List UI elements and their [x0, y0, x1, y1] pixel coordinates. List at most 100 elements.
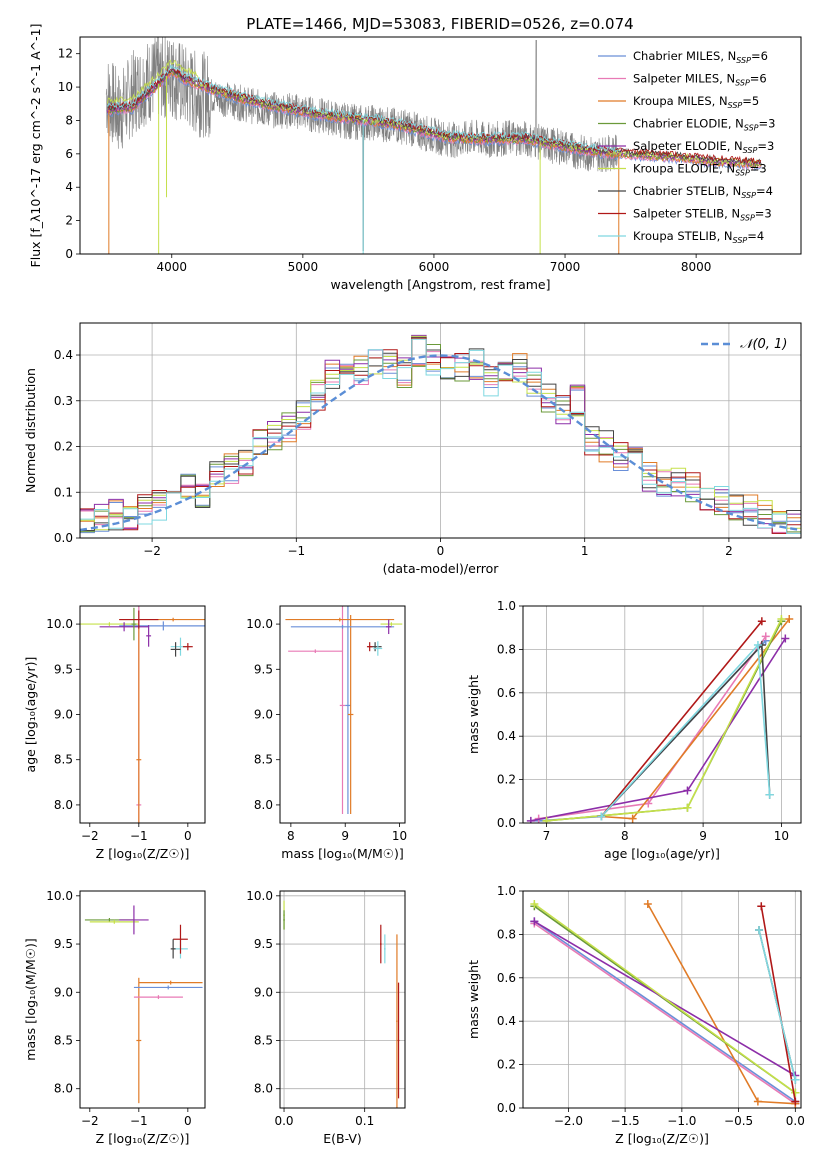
y-tick-label: 0.2: [497, 1058, 516, 1072]
error-cross: [290, 624, 395, 629]
series-marker: [526, 816, 535, 823]
legend-label-subscript: SSP: [741, 191, 756, 200]
y-tick-label: 9.0: [54, 985, 73, 999]
error-cross: [283, 910, 285, 930]
plot-area: [530, 900, 800, 1108]
series-line-1: [533, 922, 796, 1105]
error-cross: [133, 985, 203, 990]
series-marker: [791, 1075, 800, 1084]
series-marker: [757, 902, 766, 911]
legend-label-value: =5: [742, 94, 759, 108]
y-tick-label: 9.5: [54, 937, 73, 951]
x-axis-label: E(B-V): [323, 1131, 362, 1146]
y-axis-label: Flux [f_λ10^-17 erg cm^-2 s^-1 A^-1]: [28, 24, 43, 268]
x-tick-label: 0: [184, 829, 192, 843]
error-cross: [288, 649, 343, 654]
error-cross: [173, 924, 188, 954]
x-tick-label: −2: [81, 829, 99, 843]
y-tick-label: 1.0: [497, 599, 516, 613]
y-tick-label: 2: [65, 214, 73, 228]
series-marker: [530, 917, 539, 926]
legend-label-text: Kroupa STELIB, N: [633, 229, 733, 243]
x-tick-label: −1.0: [667, 1114, 696, 1128]
series-marker: [753, 1097, 762, 1106]
series-line-4: [530, 638, 786, 822]
panel-mass-vs-EBV: 0.0 0.1 8.0 8.5 9.0 9.5 10.0 E(B-V): [246, 889, 406, 1146]
error-cross: [397, 982, 400, 1099]
y-tick-label: 8.0: [254, 1082, 273, 1096]
series-marker: [781, 634, 790, 643]
plot-area: [80, 334, 801, 534]
x-tick-label: −2.0: [554, 1114, 583, 1128]
legend-label-text: Salpeter STELIB, N: [633, 207, 740, 221]
y-tick-label: 4: [65, 180, 73, 194]
x-tick-label: 7000: [550, 260, 581, 274]
error-cross: [384, 934, 386, 964]
panel-age-vs-Z: −2 −1 0 8.0 8.5 9.0 9.5 10.0 Z [log₁₀(Z/Z☉)] age …: [23, 605, 206, 861]
y-tick-label: 8.0: [54, 798, 73, 812]
legend-label: Chabrier STELIB, NSSP=4: [633, 184, 773, 200]
series-marker: [791, 1097, 800, 1106]
series-marker: [761, 632, 770, 641]
y-tick-label: 0: [65, 247, 73, 261]
error-cross: [339, 606, 346, 814]
error-cross: [396, 934, 398, 1108]
series-line-3: [546, 620, 783, 822]
y-tick-label: 0.4: [497, 729, 516, 743]
y-tick-label: 0.8: [497, 642, 516, 656]
x-tick-label: −2: [81, 1114, 99, 1128]
y-tick-label: 8: [65, 113, 73, 127]
plot-area: [283, 900, 400, 1108]
legend-label-value: =4: [756, 184, 773, 198]
legend-label-subscript: SSP: [743, 146, 758, 155]
plot-area: [285, 606, 403, 814]
y-tick-label: 8.5: [254, 1033, 273, 1047]
error-cross: [385, 619, 392, 635]
x-tick-label: 8000: [681, 260, 712, 274]
plot-area: [80, 606, 205, 823]
legend-label-subscript: SSP: [733, 236, 748, 245]
legend-label-value: =3: [759, 117, 776, 131]
x-tick-label: 8: [287, 829, 295, 843]
error-cross: [89, 919, 139, 924]
legend-label-text: Salpeter ELODIE, N: [633, 139, 743, 153]
legend-label: Chabrier MILES, NSSP=6: [633, 49, 768, 65]
legend-label-subscript: SSP: [735, 169, 750, 178]
x-tick-label: −0.5: [724, 1114, 753, 1128]
x-axis-label: age [log₁₀(age/yr)]: [604, 846, 720, 861]
x-tick-label: 9: [699, 829, 707, 843]
y-tick-label: 0.0: [497, 816, 516, 830]
y-tick-label: 0.4: [497, 1014, 516, 1028]
series-marker: [785, 615, 794, 624]
panel-mass-vs-Z: −2 −1 0 8.0 8.5 9.0 9.5 10.0 Z [log₁₀(Z/Z☉)] mass…: [23, 889, 206, 1146]
x-tick-label: −2: [143, 544, 161, 558]
legend-label-value: =4: [747, 229, 764, 243]
axes-frame: [79, 322, 802, 539]
x-tick-label: 1: [581, 544, 589, 558]
series-marker: [597, 812, 606, 821]
y-tick-label: 8.0: [254, 798, 273, 812]
x-tick-label: 0.1: [355, 1114, 374, 1128]
x-tick-label: −1: [130, 1114, 148, 1128]
y-tick-label: 10.0: [46, 889, 73, 903]
panel-age-vs-mass: 8 9 10 8.0 8.5 9.0 9.5 10.0 mass [log₁₀(M/M☉)]: [246, 605, 407, 861]
error-cross: [380, 622, 403, 626]
y-tick-label: 0.8: [497, 927, 516, 941]
axes-frame: [279, 605, 406, 824]
error-cross: [347, 615, 354, 814]
y-axis-label: mass weight: [466, 675, 481, 754]
legend-label-value: =6: [751, 49, 768, 63]
series-line-5: [533, 903, 796, 1094]
y-tick-label: 12: [58, 47, 73, 61]
error-cross: [131, 607, 137, 641]
panel-spectrum: 4000 5000 6000 7000 8000 0 2 4 6 8 10 12 wavelength …: [28, 24, 802, 292]
error-cross: [80, 622, 139, 626]
series-marker: [765, 790, 774, 799]
error-cross: [119, 905, 149, 935]
error-cross: [133, 995, 183, 1000]
series-line-8: [758, 929, 797, 1080]
series-marker: [757, 617, 766, 626]
series-marker: [755, 926, 764, 935]
y-tick-label: 0.0: [54, 531, 73, 545]
